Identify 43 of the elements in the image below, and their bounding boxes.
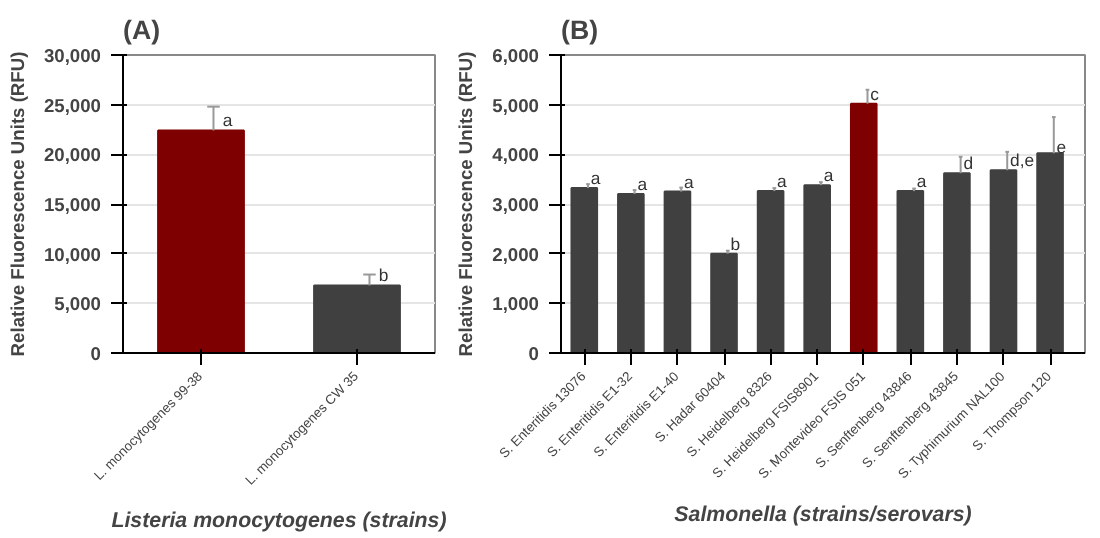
chart-title: (B) [561,15,599,45]
y-tick-label: 25,000 [43,95,101,116]
bar [617,193,645,353]
annotation: a [823,165,834,186]
bar [943,172,971,353]
bar [849,102,878,353]
annotation: b [378,265,389,286]
x-axis-title: Salmonella (strains/serovars) [674,502,973,527]
annotation: a [222,110,233,131]
bar [1036,152,1064,353]
y-tick-label: 6,000 [492,46,539,66]
y-tick-label: 30,000 [43,46,101,66]
annotation: d,e [1010,150,1035,171]
annotation: c [870,83,881,104]
annotation: a [683,171,694,192]
y-tick-label: 15,000 [43,195,101,215]
bar [663,190,692,353]
y-tick-label: 10,000 [43,244,101,265]
bar [756,190,785,353]
y-tick-label: 2,000 [492,244,539,265]
bar [896,190,925,353]
y-tick-label: 5,000 [492,95,539,116]
annotation: a [777,171,788,192]
x-axis-title: Listeria monocytogenes (strains) [111,509,448,534]
y-tick-label: 3,000 [492,195,539,215]
y-axis-title: Relative Fluorescence Units (RFU) [7,51,28,357]
y-tick-label: 0 [528,344,540,364]
annotation: a [590,168,601,189]
y-tick-label: 4,000 [492,145,539,166]
bar [710,252,738,353]
y-tick-label: 1,000 [492,294,539,315]
annotation: b [730,233,741,254]
annotation: a [637,174,648,195]
annotation: d [963,153,974,174]
bar [570,187,599,353]
bar [989,169,1018,353]
y-axis-title: Relative Fluorescence Units (RFU) [456,51,477,357]
bar [803,184,831,353]
chart-title: (A) [123,15,161,45]
annotation: a [916,171,927,192]
y-tick-label: 5,000 [54,294,101,315]
y-tick-label: 20,000 [43,145,101,166]
y-tick-label: 0 [90,344,102,364]
